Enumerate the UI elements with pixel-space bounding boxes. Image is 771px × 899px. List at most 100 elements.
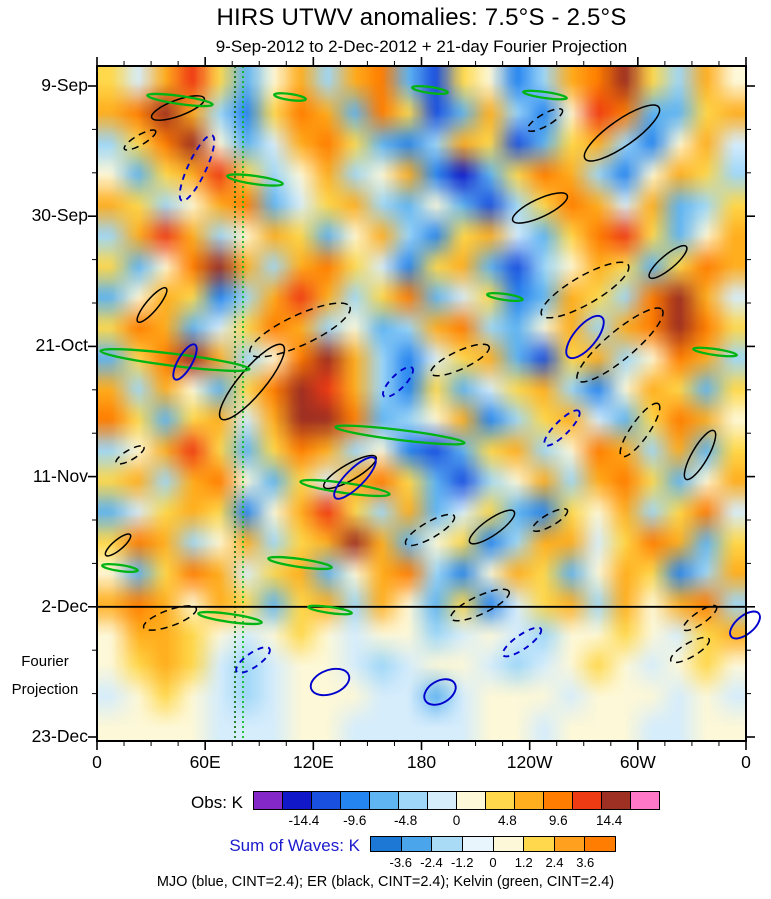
colorbar-segment <box>432 837 463 851</box>
colorbar-segment <box>457 792 486 809</box>
colorbar-segment <box>283 792 312 809</box>
x-tick-label: 180 <box>406 752 437 772</box>
x-tick-label: 120W <box>506 752 553 772</box>
kelvin-wave-contour <box>273 92 307 102</box>
kelvin-wave-contour <box>307 604 353 616</box>
colorbar-segment <box>602 792 631 809</box>
kelvin-wave-contour <box>146 92 214 108</box>
kelvin-wave-contour <box>197 610 263 626</box>
obs-colorbar-label: Obs: K <box>191 793 243 812</box>
er-wave-contour <box>583 104 661 162</box>
waves-colorbar-segments <box>370 836 616 852</box>
kelvin-wave-contour <box>299 478 391 498</box>
x-tick-label: 60W <box>619 752 656 772</box>
colorbar-tick-label: -1.2 <box>451 855 474 870</box>
fourier-note-line2: Projection <box>11 681 79 698</box>
y-tick-label: 30-Sep <box>31 205 88 226</box>
mjo-wave-contour <box>565 314 605 360</box>
colorbar-tick-label: -9.6 <box>343 813 367 828</box>
colorbar-segment <box>631 792 659 809</box>
chart-title: HIRS UTWV anomalies: 7.5°S - 2.5°S <box>216 4 627 31</box>
er-wave-contour <box>468 509 516 545</box>
colorbar-segment <box>554 837 586 851</box>
kelvin-wave-contour <box>692 346 738 358</box>
er-wave-contour <box>218 343 286 421</box>
mjo-wave-contour <box>543 409 581 447</box>
colorbar-segment <box>585 837 615 851</box>
waves-colorbar: -3.6 -2.4 -1.2 0 1.2 2.4 3.6 <box>370 836 616 870</box>
colorbar-segment <box>573 792 602 809</box>
colorbar-segment <box>371 837 402 851</box>
er-wave-contour <box>576 307 664 383</box>
x-tick-label: 0 <box>92 752 102 772</box>
colorbar-tick-label: -2.4 <box>420 855 443 870</box>
er-wave-contour <box>619 402 661 458</box>
mjo-wave-contour <box>235 646 271 674</box>
mjo-wave-contour <box>423 678 457 706</box>
contour-overlay <box>88 57 761 750</box>
colorbar-tick-label: 3.6 <box>576 855 595 870</box>
plot-area <box>88 57 761 750</box>
er-wave-contour <box>136 286 168 324</box>
mjo-wave-contour <box>382 366 414 398</box>
y-tick-label: 23-Dec <box>31 726 88 746</box>
y-tick-label: 2-Dec <box>41 595 88 616</box>
kelvin-wave-contour <box>267 555 333 571</box>
colorbar-tick-label: -3.6 <box>389 855 412 870</box>
heatmap-canvas <box>97 66 746 741</box>
colorbar-segment <box>399 792 428 809</box>
waves-colorbar-label: Sum of Waves: K <box>229 836 360 855</box>
plot-frame <box>96 65 747 742</box>
mjo-wave-contour <box>333 456 377 500</box>
er-wave-contour <box>429 343 491 377</box>
fourier-projection-note: Fourier Projection <box>2 648 88 704</box>
colorbar-segment <box>486 792 515 809</box>
er-wave-contour <box>648 244 688 280</box>
colorbar-tick-label: 1.2 <box>514 855 533 870</box>
colorbar-tick-label: 2.4 <box>545 855 564 870</box>
mjo-wave-contour <box>178 134 216 202</box>
fourier-note-line1: Fourier <box>21 653 69 670</box>
kelvin-wave-contour <box>411 84 449 96</box>
colorbar-segment <box>493 837 525 851</box>
kelvin-wave-contour <box>522 89 568 101</box>
colorbar-segment <box>254 792 283 809</box>
y-tick-label: 11-Nov <box>32 465 88 486</box>
er-wave-contour <box>669 636 711 664</box>
colorbar-tick-label: -4.8 <box>393 813 418 828</box>
colorbar-segment <box>312 792 341 809</box>
colorbar-tick-label: -14.4 <box>288 813 320 828</box>
y-tick-label: 21-Oct <box>35 335 88 356</box>
er-wave-contour <box>682 604 718 632</box>
er-wave-contour <box>449 588 511 622</box>
colorbar-tick-label: 9.6 <box>548 813 568 828</box>
er-wave-contour <box>511 192 569 224</box>
er-wave-contour <box>683 429 717 481</box>
colorbar-tick-label: 0 <box>489 855 497 870</box>
colorbar-segment <box>341 792 370 809</box>
colorbar-tick-label: 4.8 <box>497 813 517 828</box>
colorbar-segment <box>544 792 573 809</box>
er-wave-contour <box>404 513 456 547</box>
contour-legend-caption: MJO (blue, CINT=2.4); ER (black, CINT=2.… <box>156 874 615 890</box>
obs-colorbar: -14.4 -9.6 -4.8 0 4.8 9.6 14.4 <box>253 791 660 828</box>
x-tick-label: 0 <box>741 752 751 772</box>
er-wave-contour <box>540 261 630 319</box>
kelvin-wave-contour <box>486 291 524 303</box>
obs-colorbar-segments <box>253 791 660 810</box>
er-wave-contour <box>142 605 198 631</box>
chart-subtitle: 9-Sep-2012 to 2-Dec-2012 + 21-day Fourie… <box>215 37 628 56</box>
colorbar-segment <box>524 837 555 851</box>
er-wave-contour <box>531 507 569 533</box>
er-wave-contour <box>526 107 564 133</box>
er-wave-contour <box>322 454 378 490</box>
x-tick-label: 60E <box>189 752 221 772</box>
y-tick-label: 9-Sep <box>41 75 88 95</box>
er-wave-contour <box>123 129 157 151</box>
mjo-wave-contour <box>309 667 351 697</box>
colorbar-segment <box>401 837 433 851</box>
x-tick-label: 120E <box>292 752 334 772</box>
er-wave-contour <box>150 95 206 121</box>
kelvin-wave-contour <box>101 562 139 574</box>
